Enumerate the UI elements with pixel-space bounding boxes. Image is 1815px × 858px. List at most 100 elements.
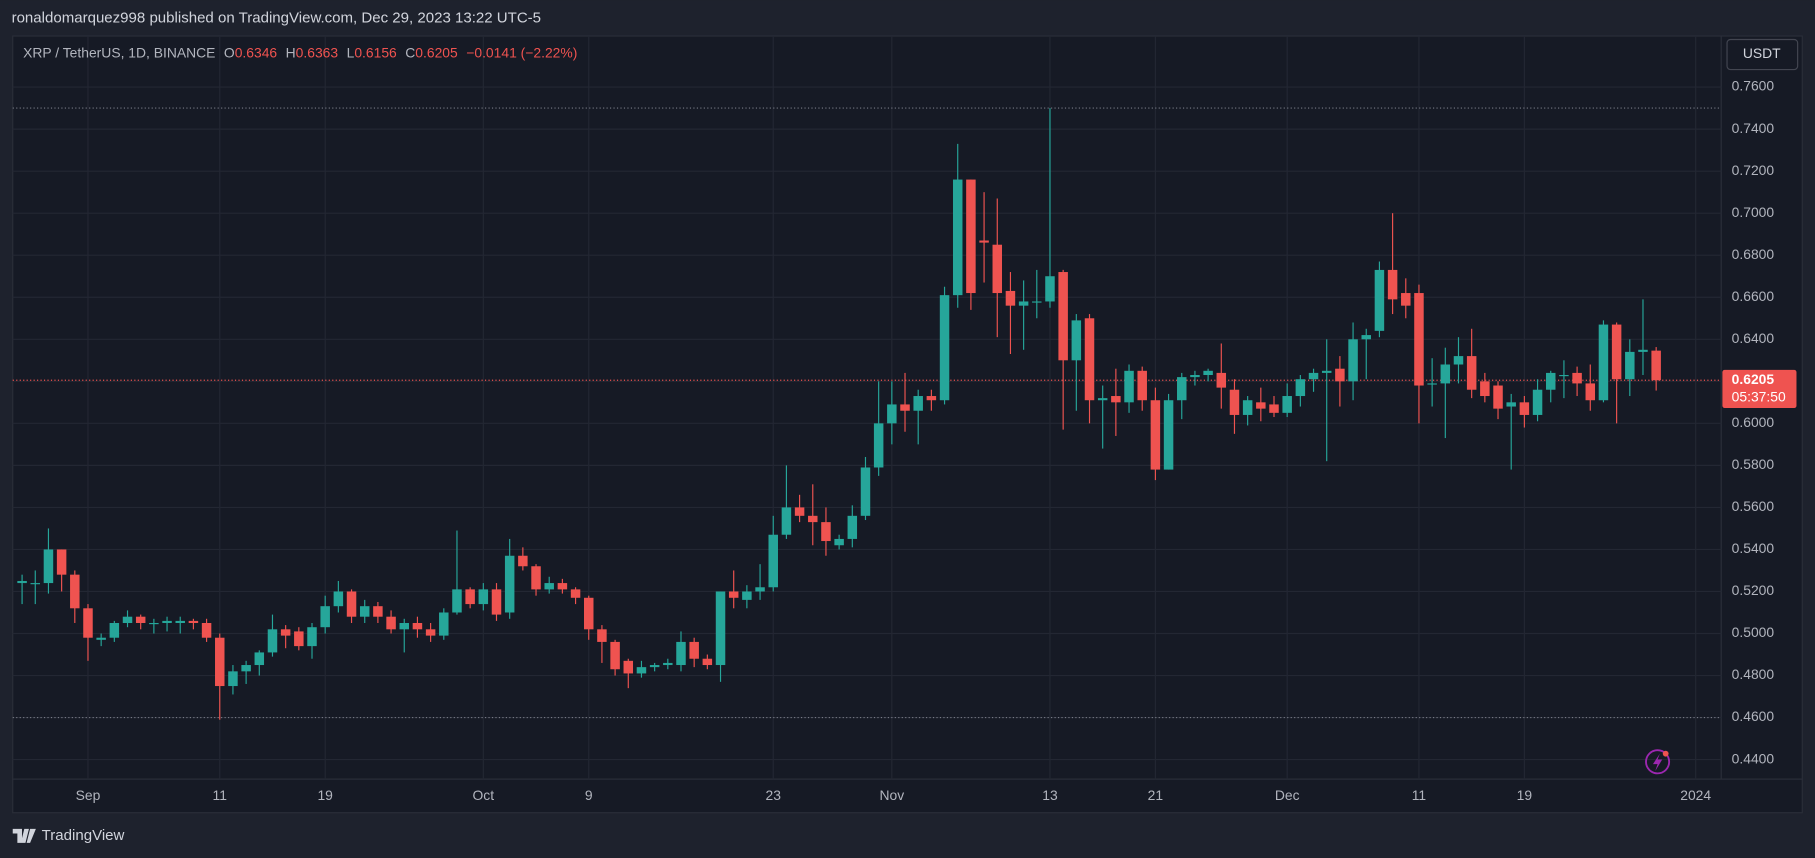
candle-body: [1032, 301, 1042, 303]
candle: [241, 660, 251, 684]
candle: [636, 660, 647, 678]
candle-body: [56, 549, 67, 575]
candle-body: [570, 589, 581, 598]
candle: [952, 143, 963, 308]
candle-body: [188, 620, 199, 624]
candle: [887, 381, 897, 445]
candle-body: [1256, 402, 1266, 409]
x-tick-label: Nov: [879, 787, 904, 803]
candle-body: [531, 566, 541, 590]
x-tick-label: 19: [1517, 787, 1533, 803]
candle-body: [1295, 379, 1306, 397]
candle-body: [1242, 400, 1253, 415]
x-tick-label: 21: [1148, 787, 1164, 803]
candle-body: [623, 660, 634, 674]
candle: [175, 616, 185, 634]
candle: [1163, 393, 1174, 470]
candle: [834, 534, 844, 550]
y-tick-label: 0.4600: [1732, 708, 1775, 724]
candle: [676, 631, 686, 672]
candle: [1308, 368, 1319, 392]
y-tick-label: 0.7600: [1732, 78, 1775, 94]
candle: [689, 637, 699, 668]
currency[interactable]: USDT: [1743, 45, 1781, 61]
candle-body: [1321, 370, 1332, 373]
change: −0.0141: [466, 44, 517, 60]
candle: [623, 658, 634, 689]
candle: [1032, 269, 1042, 319]
candle: [30, 570, 41, 605]
footer-logo: TradingView: [12, 827, 125, 844]
candle-body: [1611, 324, 1622, 380]
candle: [1585, 364, 1596, 411]
candle: [1625, 339, 1635, 397]
candle-body: [1177, 377, 1187, 401]
candle-body: [412, 623, 423, 630]
y-tick-label: 0.6800: [1732, 246, 1775, 262]
candle-body: [860, 467, 871, 516]
candle: [873, 381, 884, 476]
candle-body: [1387, 269, 1398, 300]
y-tick-label: 0.4400: [1732, 750, 1775, 766]
candle: [70, 570, 80, 624]
candle-body: [320, 606, 330, 628]
candle: [768, 515, 778, 592]
candle: [702, 654, 713, 670]
candle: [109, 620, 120, 642]
candle: [1335, 356, 1345, 407]
candle-body: [1229, 389, 1240, 415]
candle-body: [1084, 318, 1095, 401]
candle-body: [83, 608, 93, 638]
candle: [56, 549, 67, 592]
candle: [254, 650, 265, 676]
candle: [1071, 314, 1082, 411]
candle-body: [70, 574, 80, 609]
candle-body: [1585, 383, 1596, 401]
candle: [1401, 278, 1411, 319]
candle: [1374, 261, 1385, 338]
candle: [465, 587, 475, 609]
icon-bolt[interactable]: [1652, 753, 1663, 772]
candle-body: [808, 515, 818, 523]
candle-body: [1506, 402, 1516, 407]
candle-body: [452, 589, 462, 613]
candle: [1506, 393, 1516, 470]
candle: [570, 587, 581, 605]
candle: [1453, 337, 1464, 384]
candle-body: [821, 522, 831, 542]
candle: [742, 585, 752, 609]
candle-body: [742, 591, 752, 600]
time-axis: [12, 778, 1803, 814]
x-tick-label: 23: [766, 787, 782, 803]
candle: [1150, 387, 1161, 481]
candle: [1177, 372, 1187, 420]
lightning-icon[interactable]: [1645, 749, 1671, 775]
candle-body: [1532, 389, 1543, 415]
candle: [83, 604, 93, 661]
currency-button[interactable]: [1726, 38, 1799, 71]
candle: [1190, 370, 1200, 386]
candle-body: [1466, 356, 1477, 390]
candle-body: [557, 583, 568, 590]
axis-labels: 0.4400 0.4600 0.4800 0.5000 0.5200 0.5400 0.56…: [76, 78, 1775, 803]
candle-body: [597, 629, 607, 642]
candle: [1638, 299, 1648, 376]
candle-body: [333, 591, 344, 607]
y-tick-label: 0.6600: [1732, 288, 1775, 304]
candle: [821, 507, 831, 556]
candle-body: [478, 589, 489, 605]
candle: [1361, 328, 1371, 380]
y-tick-label: 0.5800: [1732, 456, 1775, 472]
candle: [504, 538, 515, 619]
candle: [1348, 322, 1358, 401]
icon-ring[interactable]: [1645, 749, 1671, 775]
candle-body: [728, 591, 739, 598]
candle: [531, 564, 541, 596]
candle: [1045, 108, 1055, 308]
candle: [1480, 372, 1490, 403]
price-tag-value: 0.6205: [1732, 371, 1775, 387]
candle-body: [1163, 400, 1174, 470]
y-tick-label: 0.7200: [1732, 162, 1775, 178]
candle: [860, 456, 871, 521]
